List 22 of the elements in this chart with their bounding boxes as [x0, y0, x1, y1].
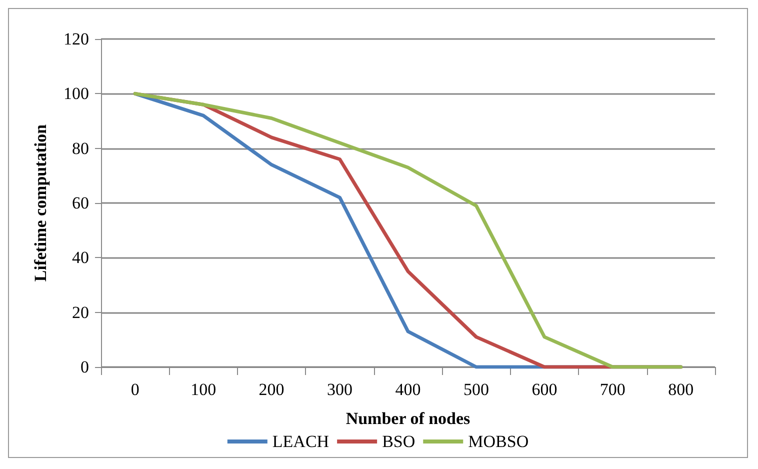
x-tick-label: 0: [130, 380, 140, 399]
legend-label: BSO: [382, 432, 416, 451]
x-tick-label: 300: [327, 380, 353, 399]
y-tick-label: 40: [72, 248, 89, 268]
y-tick-label: 100: [64, 84, 89, 104]
x-tick-label: 600: [532, 380, 558, 399]
x-tick-label: 400: [395, 380, 421, 399]
legend-label: MOBSO: [468, 432, 529, 451]
y-tick-label: 60: [72, 194, 89, 212]
y-tick-label: 120: [64, 30, 89, 48]
y-tick-label: 0: [80, 358, 89, 376]
x-tick-label: 800: [668, 380, 694, 399]
line-series: [133, 92, 683, 369]
x-tick-label: 100: [190, 380, 216, 399]
y-axis-title: Lifetime computation: [31, 124, 50, 282]
x-axis-title: Number of nodes: [346, 409, 471, 428]
x-tick-label: 700: [600, 380, 626, 399]
x-tick-label: 200: [258, 380, 284, 399]
y-tick-label: 80: [72, 138, 89, 158]
legend-label: LEACH: [272, 432, 330, 451]
y-tick-label: 20: [72, 302, 89, 322]
x-tick-label: 500: [463, 380, 489, 399]
